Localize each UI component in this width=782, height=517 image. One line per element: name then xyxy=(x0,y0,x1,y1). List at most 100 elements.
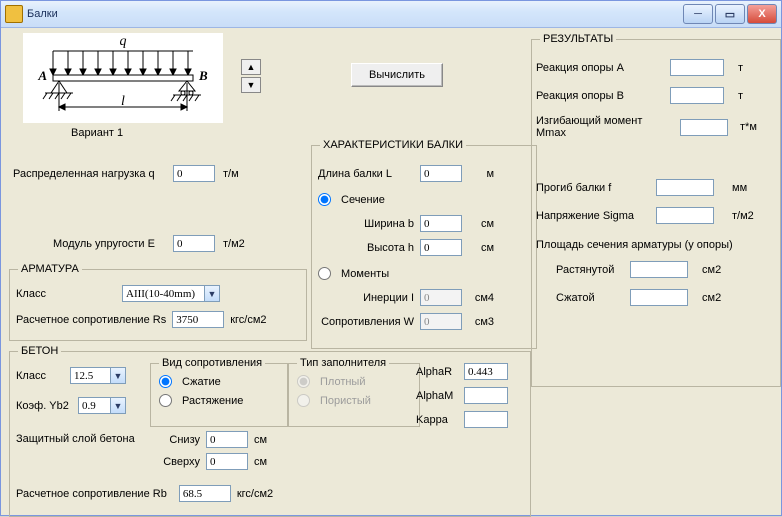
modulus-input[interactable] xyxy=(173,235,215,252)
beam-legend: ХАРАКТЕРИСТИКИ БАЛКИ xyxy=(320,139,466,151)
moments-radio[interactable]: Моменты xyxy=(318,267,389,280)
armature-class-value[interactable] xyxy=(122,285,204,302)
resist-legend: Вид сопротивления xyxy=(159,357,265,369)
length-input[interactable] xyxy=(420,165,462,182)
filler-group: Тип заполнителя Плотный Пористый xyxy=(288,357,420,427)
cover-bottom-input[interactable] xyxy=(206,431,248,448)
results-group: РЕЗУЛЬТАТЫ Реакция опоры A т Реакция опор… xyxy=(531,33,781,387)
cover-top-unit: см xyxy=(254,456,267,468)
load-unit: т/м xyxy=(223,168,239,180)
alphaM-input[interactable] xyxy=(464,387,508,404)
defl-unit: мм xyxy=(732,182,747,194)
comp-output xyxy=(630,289,688,306)
rb-react-label: Реакция опоры B xyxy=(536,90,664,102)
mmax-unit: т*м xyxy=(740,121,757,133)
width-label: Ширина b xyxy=(356,218,414,230)
app-window: Балки ─ ▭ X q xyxy=(0,0,782,516)
section-radio[interactable]: Сечение xyxy=(318,193,385,206)
titlebar: Балки ─ ▭ X xyxy=(1,1,781,28)
area-label: Площадь сечения арматуры (у опоры) xyxy=(536,239,733,251)
concrete-legend: БЕТОН xyxy=(18,345,61,357)
yb2-combo[interactable]: ▼ xyxy=(78,397,126,414)
beam-group: ХАРАКТЕРИСТИКИ БАЛКИ Длина балки L м Сеч… xyxy=(311,139,537,349)
height-label: Высота h xyxy=(356,242,414,254)
rs-label: Расчетное сопротивление Rs xyxy=(16,314,166,326)
comp-label: Сжатой xyxy=(556,292,624,304)
modulus-unit: т/м2 xyxy=(223,238,245,250)
close-button[interactable]: X xyxy=(747,4,777,24)
comp-unit: см2 xyxy=(702,292,721,304)
rb-unit: кгс/см2 xyxy=(237,488,273,500)
w-unit: см3 xyxy=(468,316,494,328)
height-unit: см xyxy=(468,242,494,254)
minimize-button[interactable]: ─ xyxy=(683,4,713,24)
concrete-class-combo[interactable]: ▼ xyxy=(70,367,126,384)
filler-dense-radio: Плотный xyxy=(297,375,411,388)
moments-label: Моменты xyxy=(341,268,389,280)
spin-up-button[interactable]: ▲ xyxy=(241,59,261,75)
ra-unit: т xyxy=(738,62,743,74)
kappa-label: Kappa xyxy=(416,414,458,426)
resist-compress-radio[interactable]: Сжатие xyxy=(159,375,279,388)
rb-label: Расчетное сопротивление Rb xyxy=(16,488,167,500)
tens-unit: см2 xyxy=(702,264,721,276)
rb-react-output xyxy=(670,87,724,104)
svg-text:q: q xyxy=(120,34,127,49)
filler-porous-label: Пористый xyxy=(320,395,371,407)
cover-label: Защитный слой бетона xyxy=(16,433,135,445)
filler-dense-label: Плотный xyxy=(320,376,366,388)
armature-class-combo[interactable]: ▼ xyxy=(122,285,220,302)
rs-unit: кгс/см2 xyxy=(230,314,266,326)
results-legend: РЕЗУЛЬТАТЫ xyxy=(540,33,616,45)
load-input[interactable] xyxy=(173,165,215,182)
variant-spinner: ▲ ▼ xyxy=(241,59,261,93)
mmax-output xyxy=(680,119,728,136)
filler-porous-radio: Пористый xyxy=(297,394,411,407)
alphaR-label: AlphaR xyxy=(416,366,458,378)
mmax-label: Изгибающий момент Mmax xyxy=(536,115,674,139)
sigma-output xyxy=(656,207,714,224)
inertia-label: Инерции I xyxy=(346,292,414,304)
svg-text:B: B xyxy=(198,68,208,83)
defl-label: Прогиб балки f xyxy=(536,182,650,194)
width-input[interactable] xyxy=(420,215,462,232)
compute-button-label: Вычислить xyxy=(369,69,425,81)
yb2-label: Коэф. Yb2 xyxy=(16,400,72,412)
tens-output xyxy=(630,261,688,278)
cover-top-input[interactable] xyxy=(206,453,248,470)
dropdown-icon[interactable]: ▼ xyxy=(110,397,126,414)
kappa-input[interactable] xyxy=(464,411,508,428)
inertia-input xyxy=(420,289,462,306)
dropdown-icon[interactable]: ▼ xyxy=(110,367,126,384)
yb2-value[interactable] xyxy=(78,397,110,414)
rs-input[interactable] xyxy=(172,311,224,328)
cover-top-label: Сверху xyxy=(160,456,200,468)
defl-output xyxy=(656,179,714,196)
concrete-class-value[interactable] xyxy=(70,367,110,384)
armature-legend: АРМАТУРА xyxy=(18,263,82,275)
sigma-label: Напряжение Sigma xyxy=(536,210,650,222)
length-label: Длина балки L xyxy=(318,168,414,180)
spin-down-button[interactable]: ▼ xyxy=(241,77,261,93)
height-input[interactable] xyxy=(420,239,462,256)
ra-label: Реакция опоры A xyxy=(536,62,664,74)
resist-tension-radio[interactable]: Растяжение xyxy=(159,394,279,407)
alphaR-input[interactable] xyxy=(464,363,508,380)
alphaM-label: AlphaM xyxy=(416,390,458,402)
tens-label: Растянутой xyxy=(556,264,624,276)
client-area: q A B xyxy=(1,27,781,515)
resist-group: Вид сопротивления Сжатие Растяжение xyxy=(150,357,288,427)
cover-bottom-label: Снизу xyxy=(160,434,200,446)
armature-group: АРМАТУРА Класс ▼ Расчетное сопротивление… xyxy=(9,263,307,341)
compute-button[interactable]: Вычислить xyxy=(351,63,443,87)
length-unit: м xyxy=(468,168,494,180)
dropdown-icon[interactable]: ▼ xyxy=(204,285,220,302)
variant-label: Вариант 1 xyxy=(71,127,123,139)
ra-output xyxy=(670,59,724,76)
resist-compress-label: Сжатие xyxy=(182,376,221,388)
load-label: Распределенная нагрузка q xyxy=(13,168,155,180)
maximize-button[interactable]: ▭ xyxy=(715,4,745,24)
rb-input[interactable] xyxy=(179,485,231,502)
concrete-group: БЕТОН Класс ▼ Коэф. Yb2 ▼ Вид сопротивле… xyxy=(9,345,531,517)
armature-class-label: Класс xyxy=(16,288,116,300)
